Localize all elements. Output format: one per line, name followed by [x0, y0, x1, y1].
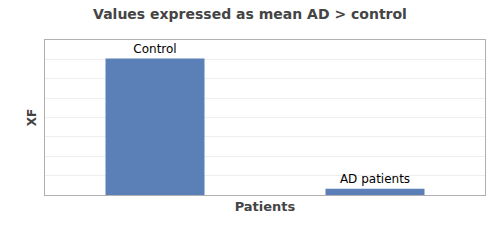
- svg-text:Values expressed as mean AD >: Values expressed as mean AD > control: [93, 6, 407, 22]
- svg-text:AD patients: AD patients: [340, 172, 410, 186]
- svg-text:Patients: Patients: [235, 199, 296, 214]
- svg-text:Control: Control: [133, 42, 176, 56]
- svg-text:XF: XF: [25, 109, 39, 126]
